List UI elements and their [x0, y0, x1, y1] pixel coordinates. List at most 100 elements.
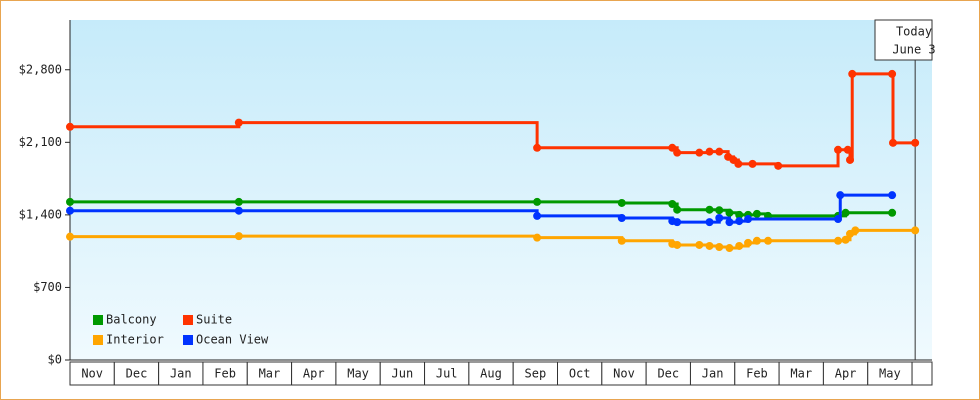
point [843, 145, 852, 154]
point [888, 191, 897, 200]
point [66, 206, 74, 215]
point [888, 69, 897, 78]
point [715, 147, 724, 156]
series-line [70, 193, 893, 224]
x-tick-label: Mar [259, 367, 281, 381]
point [715, 243, 724, 252]
x-tick-label: Oct [569, 367, 591, 381]
legend-label: Ocean View [196, 333, 269, 347]
point [841, 208, 850, 217]
point [748, 159, 757, 168]
legend-swatch [93, 335, 103, 345]
x-tick-label: Jan [702, 367, 724, 381]
point [705, 241, 714, 250]
point [735, 217, 744, 226]
x-tick-label: Feb [214, 367, 236, 381]
legend-swatch [93, 315, 103, 325]
today-label: Today [896, 25, 932, 39]
point [888, 138, 897, 147]
point [725, 218, 734, 227]
point [673, 148, 682, 157]
x-tick-label: Feb [746, 367, 768, 381]
plot-area [70, 20, 932, 360]
x-tick-label: Nov [81, 367, 103, 381]
point [744, 215, 753, 224]
x-tick-label: May [879, 367, 901, 381]
x-tick-label: May [347, 367, 369, 381]
point [888, 208, 897, 217]
point [533, 211, 542, 220]
x-tick-label: Apr [835, 367, 857, 381]
x-tick-label: Sep [525, 367, 547, 381]
point [752, 236, 761, 245]
point [911, 226, 920, 235]
point [533, 233, 542, 242]
point [673, 240, 682, 249]
point [734, 159, 743, 168]
y-tick-label: $2,100 [19, 135, 62, 149]
x-tick-label: Dec [657, 367, 679, 381]
today-date: June 3 [892, 43, 935, 57]
point [851, 226, 860, 235]
point [705, 147, 714, 156]
point [735, 241, 744, 250]
point [695, 240, 704, 249]
point [617, 236, 626, 245]
point [705, 218, 714, 227]
legend: Balcony Suite Interior Ocean View [93, 313, 269, 347]
legend-label: Interior [106, 333, 164, 347]
point [744, 238, 753, 247]
y-tick-label: $0 [48, 353, 62, 367]
x-tick-label: Mar [790, 367, 812, 381]
point [617, 198, 626, 207]
point [725, 244, 734, 253]
today-box [874, 19, 933, 61]
point [725, 208, 734, 217]
point [735, 210, 744, 219]
point [848, 69, 857, 78]
point [834, 215, 843, 224]
point [668, 143, 677, 152]
point [234, 118, 243, 127]
x-tick-label: Nov [613, 367, 635, 381]
point [673, 218, 682, 227]
legend-swatch [183, 315, 193, 325]
point [617, 213, 626, 222]
point [911, 138, 920, 147]
y-tick-label: $1,400 [19, 207, 62, 221]
point [234, 197, 243, 206]
point [66, 122, 74, 131]
point [715, 213, 724, 222]
y-tick-label: $700 [33, 280, 62, 294]
point [705, 205, 714, 214]
point [66, 197, 74, 206]
point [764, 236, 773, 245]
x-tick-label: Apr [303, 367, 325, 381]
point [836, 191, 845, 200]
point [752, 209, 761, 218]
x-tick-label: Dec [126, 367, 148, 381]
point [846, 155, 855, 164]
legend-swatch [183, 335, 193, 345]
y-tick-label: $2,800 [19, 62, 62, 76]
legend-label: Suite [196, 313, 232, 327]
point [834, 236, 843, 245]
x-tick-label: Jul [436, 367, 458, 381]
point [533, 143, 542, 152]
x-tick-label: Aug [480, 367, 502, 381]
month-cell [911, 361, 933, 386]
point [533, 197, 542, 206]
point [774, 161, 783, 170]
point [66, 232, 74, 241]
point [834, 145, 843, 154]
x-tick-label: Jan [170, 367, 192, 381]
point [668, 199, 677, 208]
point [695, 148, 704, 157]
legend-label: Balcony [106, 313, 157, 327]
point [841, 235, 850, 244]
point [673, 205, 682, 214]
point [234, 232, 243, 241]
point [234, 206, 243, 215]
point [715, 206, 724, 215]
